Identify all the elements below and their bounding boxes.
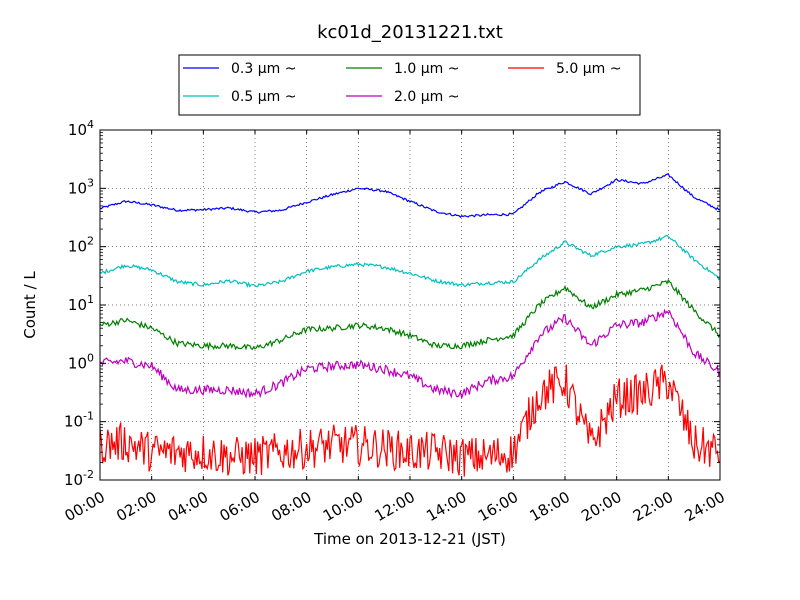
y-tick-label: 100 [68, 351, 94, 372]
legend-label-3: 2.0 μm ~ [394, 89, 459, 105]
y-axis-ticks: 10-2 10-1 100 101 102 103 104 [64, 118, 720, 489]
legend-box [178, 54, 641, 116]
y-tick-label: 10-1 [64, 410, 94, 431]
series-line-4 [100, 364, 720, 477]
legend: 0.3 μm ~ 0.5 μm ~ 1.0 μm ~ 2.0 μm ~ 5.0 μm ~ [178, 54, 641, 116]
y-tick-label: 101 [68, 293, 94, 314]
legend-label-2: 1.0 μm ~ [394, 61, 459, 77]
series-line-3 [100, 308, 720, 399]
legend-label-1: 0.5 μm ~ [231, 89, 296, 105]
series-line-1 [100, 234, 720, 288]
legend-label-4: 5.0 μm ~ [556, 61, 621, 77]
plot-area: 00:00 02:00 04:00 06:00 08:00 10:00 12:00 14:00… [62, 118, 728, 525]
series-line-2 [100, 278, 720, 351]
x-axis-label: Time on 2013-12-21 (JST) [313, 530, 506, 548]
chart-title: kc01d_20131221.txt [317, 22, 503, 43]
y-axis-label: Count / L [21, 271, 39, 339]
y-tick-label: 102 [68, 235, 94, 256]
series-line-0 [100, 173, 720, 218]
y-tick-label: 104 [68, 118, 94, 139]
series-lines [100, 173, 720, 477]
legend-label-0: 0.3 μm ~ [231, 61, 296, 77]
y-tick-label: 10-2 [64, 468, 94, 489]
y-tick-label: 103 [68, 176, 94, 197]
